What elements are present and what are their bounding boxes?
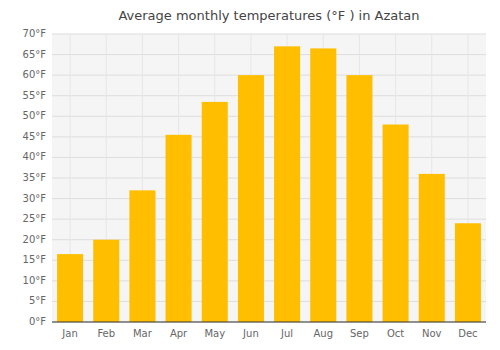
y-tick-label: 15°F [23,254,47,265]
x-tick-label: Oct [387,328,404,339]
plot-background [52,34,486,322]
y-tick-label: 55°F [23,90,47,101]
y-tick-label: 40°F [23,151,47,162]
x-tick-label: Feb [97,328,115,339]
y-tick-label: 25°F [23,213,47,224]
y-tick-label: 35°F [23,172,47,183]
bars [57,46,481,322]
grid-line [52,116,486,117]
y-tick-label: 60°F [23,69,47,80]
x-tick-label: Mar [133,328,153,339]
chart-container: 0°F 5°F 10°F 15°F 20°F 25°F 30°F 35°F 40°F 45°F 50… [0,0,500,350]
x-tick-label: Jun [242,328,259,339]
x-tick-label: Sep [350,328,369,339]
x-tick-label: Nov [422,328,442,339]
y-tick-label: 5°F [29,295,46,306]
grid-line [52,34,486,35]
y-tick-label: 0°F [29,316,46,327]
x-tick-label: Jul [280,328,293,339]
bar [455,223,481,322]
bar [93,240,119,322]
x-tick-label: Jan [61,328,77,339]
grid-line [52,157,486,158]
bar [57,254,83,322]
y-tick-label: 10°F [23,275,47,286]
grid [52,34,486,322]
grid-line [52,136,486,137]
grid-line [52,75,486,76]
bar [166,135,192,322]
y-tick-label: 30°F [23,193,47,204]
bar [129,190,155,322]
bar [419,174,445,322]
title: Average monthly temperatures (°F ) in Az… [118,8,419,23]
x-tick-label: Aug [313,328,333,339]
bar [202,102,228,322]
y-tick-label: 70°F [23,28,47,39]
x-tick-label: Apr [170,328,188,339]
grid-line [52,54,486,55]
x-tick-label: May [204,328,225,339]
grid-line [52,322,486,323]
grid-line [52,95,486,96]
y-tick-label: 50°F [23,110,47,121]
bar [238,75,264,322]
chart: 0°F 5°F 10°F 15°F 20°F 25°F 30°F 35°F 40°F 45°F 50… [0,0,500,350]
bar [310,48,336,322]
y-tick-label: 65°F [23,49,47,60]
x-tick-label: Dec [458,328,477,339]
bar [274,46,300,322]
bar [346,75,372,322]
x-axis-line [52,322,486,323]
y-tick-label: 45°F [23,131,47,142]
bar [383,125,409,322]
y-tick-label: 20°F [23,234,47,245]
